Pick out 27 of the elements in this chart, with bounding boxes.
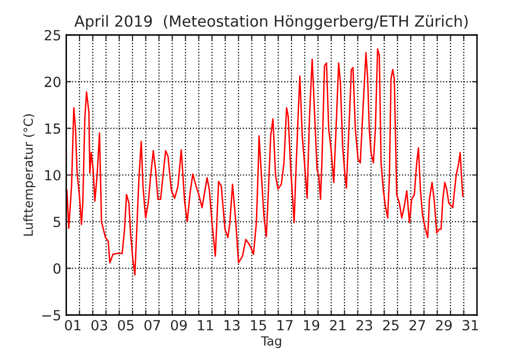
x-tick-label: 13 (224, 320, 240, 330)
x-tick-label: 11 (198, 320, 213, 330)
x-tick-label: 01 (64, 320, 80, 330)
x-tick-label: 29 (436, 320, 452, 330)
x-tick-label: 03 (91, 320, 108, 330)
x-axis-title: Tag (261, 336, 282, 348)
x-tick-label: 27 (410, 320, 426, 330)
y-tick-label: 10 (45, 170, 60, 180)
x-tick-label: 23 (356, 320, 372, 330)
y-tick-label: 15 (45, 123, 60, 134)
x-tick-label: 31 (462, 320, 478, 330)
x-tick-label: 05 (118, 320, 134, 330)
x-tick-label: 07 (144, 320, 160, 330)
y-axis-title: Lufttemperatur (°C) (23, 114, 36, 236)
x-tick-label: 17 (278, 320, 293, 330)
y-tick-label: 20 (44, 76, 60, 88)
x-tick-label: 15 (251, 320, 266, 330)
y-tick-label: 5 (54, 216, 60, 228)
chart-title: April 2019 (Meteostation Hönggerberg/ETH Zürich) (74, 15, 468, 30)
x-tick-label: 21 (330, 320, 346, 330)
y-tick-label: 25 (44, 30, 60, 40)
y-tick-label: −5 (42, 310, 60, 320)
y-tick-label: 0 (53, 263, 60, 274)
x-tick-label: 25 (383, 320, 398, 330)
x-tick-label: 09 (170, 320, 187, 330)
x-tick-label: 19 (304, 320, 320, 330)
line-series (66, 48, 464, 276)
